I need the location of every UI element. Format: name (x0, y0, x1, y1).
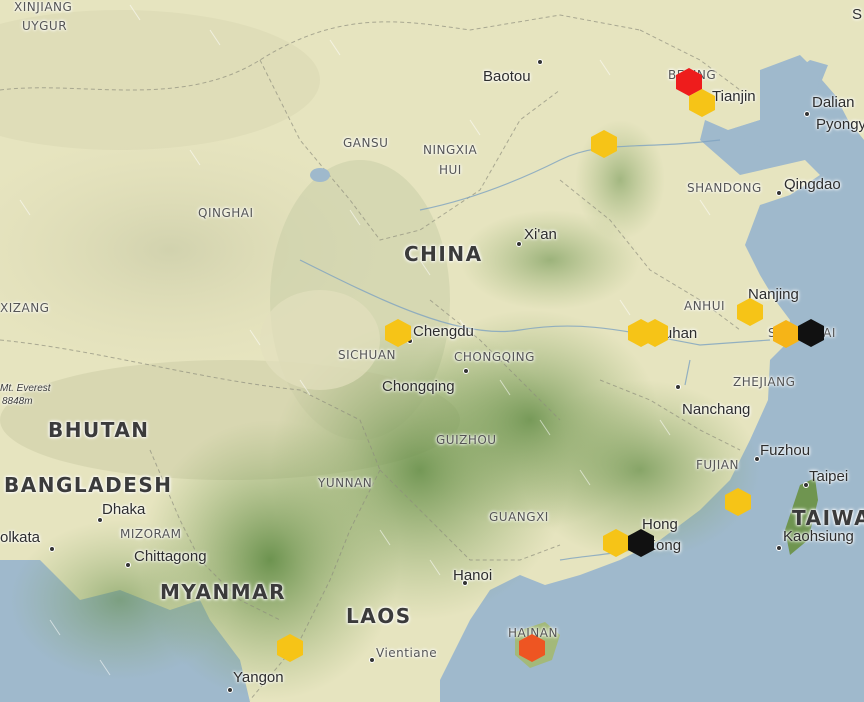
province-label-ningxia: NINGXIA (423, 143, 478, 157)
borders (0, 14, 741, 701)
city-dot-xian (516, 241, 522, 247)
city-label-hanoi: Hanoi (453, 567, 493, 584)
province-label-gansu: GANSU (343, 136, 389, 150)
province-label-guangxi: GUANGXI (489, 510, 549, 524)
country-label-laos: LAOS (346, 604, 412, 628)
city-dot-hanoi (462, 580, 468, 586)
city-dot-chongqing (463, 368, 469, 374)
province-label-xizang: XIZANG (0, 301, 50, 315)
city-dot-chittagong (125, 562, 131, 568)
city-label-kong: Kong (646, 537, 682, 554)
country-label-china: CHINA (404, 242, 483, 266)
city-dot-kolkata (49, 546, 55, 552)
city-label-pyongyang: Pyongy (816, 116, 864, 133)
province-label-zhejiang: ZHEJIANG (733, 375, 796, 389)
province-label-qinghai: QINGHAI (198, 206, 254, 220)
country-label-taiwan: TAIWA (792, 506, 864, 530)
city-label-kaohsiung: Kaohsiung (783, 528, 854, 545)
city-label-taipei: Taipei (809, 468, 849, 485)
city-dot-dhaka (97, 517, 103, 523)
marker-hainan[interactable] (519, 634, 545, 662)
city-label-xian: Xi'an (524, 226, 557, 243)
city-label-qingdao: Qingdao (784, 176, 841, 193)
province-label-guizhou: GUIZHOU (436, 433, 497, 447)
qinghai-lake (310, 168, 330, 182)
city-dot-kaohsiung (776, 545, 782, 551)
marker-hongkong[interactable] (628, 529, 654, 557)
taiwan-island (785, 478, 818, 555)
city-label-kolkata: olkata (0, 529, 41, 546)
province-label-hui: HUI (439, 163, 462, 177)
city-label-vientiane: Vientiane (376, 646, 438, 660)
province-label-yunnan: YUNNAN (318, 476, 373, 490)
city-dot-fuzhou (754, 456, 760, 462)
city-label-nanchang: Nanchang (682, 401, 751, 418)
city-label-nanjing: Nanjing (748, 286, 799, 303)
marker-myanmar[interactable] (277, 634, 303, 662)
city-label-edge: S (852, 6, 863, 23)
peak-label-elevation: 8848m (2, 396, 33, 407)
province-label-chongqing: CHONGQING (454, 350, 535, 364)
city-dot-baotou (537, 59, 543, 65)
city-label-chongqing: Chongqing (382, 378, 455, 395)
province-label-mizoram: MIZORAM (120, 527, 182, 541)
province-label-shandong: SHANDONG (687, 181, 762, 195)
city-label-dalian: Dalian (812, 94, 855, 111)
city-label-chittagong: Chittagong (134, 548, 207, 565)
city-label-dhaka: Dhaka (102, 501, 146, 518)
country-label-bhutan: BHUTAN (48, 418, 150, 442)
peak-label-name: Mt. Everest (0, 383, 51, 394)
city-dot-qingdao (776, 190, 782, 196)
city-label-hong: Hong (642, 516, 678, 533)
city-label-fuzhou: Fuzhou (760, 442, 811, 459)
province-label-anhui: ANHUI (684, 299, 726, 313)
city-label-baotou: Baotou (483, 68, 531, 85)
city-dot-yangon (227, 687, 233, 693)
korea (822, 0, 864, 140)
city-dot-dalian (804, 111, 810, 117)
country-label-bangladesh: BANGLADESH (4, 473, 173, 497)
city-dot-vientiane (369, 657, 375, 663)
rain-streaks (19, 4, 711, 676)
city-label-yangon: Yangon (233, 669, 284, 686)
marker-shenzhen[interactable] (603, 529, 629, 557)
province-label-sichuan: SICHUAN (338, 348, 397, 362)
province-label-uygur: UYGUR (22, 19, 68, 33)
city-dot-nanchang (675, 384, 681, 390)
city-label-tianjin: Tianjin (712, 88, 756, 105)
country-label-myanmar: MYANMAR (160, 580, 286, 604)
province-label-xinjiang: XINJIANG (14, 0, 73, 14)
yellow-sea (735, 55, 820, 150)
city-dot-taipei (803, 482, 809, 488)
city-label-chengdu: Chengdu (413, 323, 474, 340)
province-label-fujian: FUJIAN (696, 458, 739, 472)
province-label-hainan: HAINAN (508, 626, 558, 640)
